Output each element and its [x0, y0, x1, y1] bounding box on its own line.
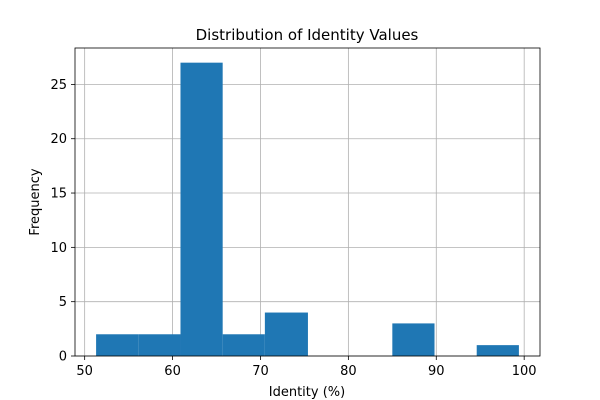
x-axis-label: Identity (%): [269, 385, 345, 400]
y-tick-label: 10: [50, 241, 67, 256]
x-tick-label: 50: [76, 364, 93, 379]
plot-frame: [74, 47, 541, 357]
histogram-bar: [392, 323, 435, 356]
x-tick-label: 80: [340, 364, 357, 379]
x-tick-label: 60: [164, 364, 181, 379]
y-tick-label: 20: [50, 132, 67, 147]
histogram-bar: [222, 334, 265, 356]
y-axis-ticks: 0 5 10 15 20 25: [50, 78, 75, 365]
y-tick-label: 15: [50, 187, 67, 202]
histogram-bar: [180, 62, 223, 357]
y-tick-label: 5: [59, 295, 67, 310]
y-tick-label: 0: [59, 350, 67, 365]
x-tick-label: 70: [252, 364, 269, 379]
histogram-bar: [264, 312, 308, 356]
histogram-bar: [476, 345, 519, 356]
histogram-bar: [138, 334, 181, 356]
histogram-bar: [96, 334, 139, 356]
grid-lines: [75, 48, 540, 357]
x-axis-ticks: 50 60 70 80 90 100: [76, 356, 537, 379]
x-tick-label: 90: [428, 364, 445, 379]
bars-group: [96, 62, 519, 357]
chart-title: Distribution of Identity Values: [196, 26, 419, 44]
y-axis-label: Frequency: [28, 168, 43, 235]
y-tick-label: 25: [50, 78, 67, 93]
x-tick-label: 100: [512, 364, 537, 379]
